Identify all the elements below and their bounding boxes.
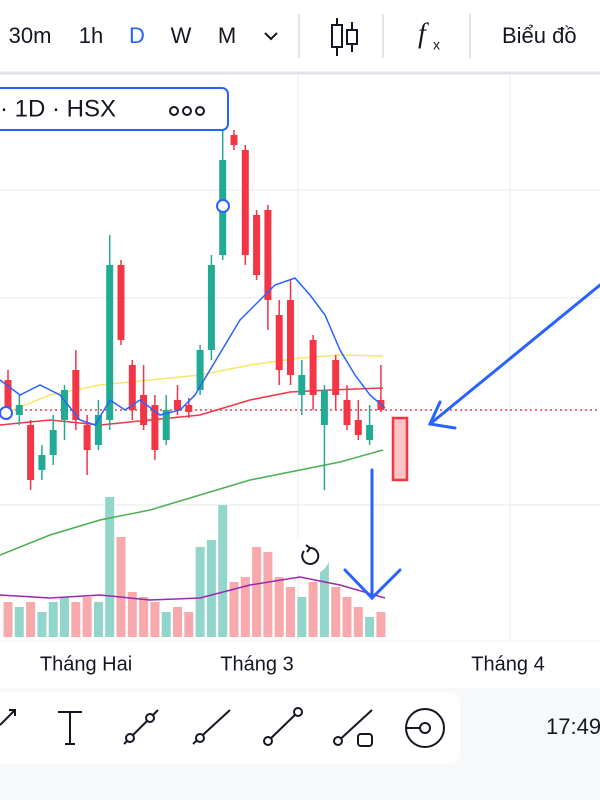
drawing-anchor[interactable] — [216, 199, 230, 213]
interval-d[interactable]: D — [129, 23, 145, 48]
reset-icon — [301, 544, 320, 565]
volume-layer — [3, 497, 386, 637]
volume-bar — [252, 547, 262, 637]
volume-bar — [206, 540, 216, 637]
interval-1h[interactable]: 1h — [79, 23, 103, 48]
candle-layer — [4, 130, 385, 490]
candle-body — [320, 390, 328, 425]
legend-text: · 1D · HSX — [0, 95, 116, 122]
candle-body — [38, 455, 46, 470]
x-label: Tháng 4 — [471, 653, 544, 675]
candle-body — [151, 405, 159, 450]
candle-body — [264, 210, 272, 300]
volume-bar — [105, 497, 115, 637]
candle-body — [253, 215, 261, 275]
volume-bar — [263, 552, 273, 637]
volume-bar — [127, 592, 137, 637]
reset-button[interactable] — [290, 535, 330, 575]
volume-bar — [71, 602, 81, 637]
volume-bar — [342, 597, 352, 637]
candle-body — [61, 390, 68, 420]
volume-bar — [331, 587, 341, 637]
volume-bar — [195, 547, 205, 637]
annotation-arrows — [343, 283, 600, 601]
volume-bar — [229, 582, 239, 637]
candle-body — [94, 415, 102, 445]
interval-w[interactable]: W — [171, 23, 192, 48]
interval-dropdown[interactable] — [264, 32, 278, 41]
candle-body — [343, 400, 351, 425]
ma-red — [0, 387, 384, 426]
volume-bar — [184, 612, 194, 637]
clock: 17:49 — [546, 714, 600, 739]
volume-bar — [60, 597, 69, 637]
volume-bar — [26, 602, 36, 637]
drawing-tools[interactable] — [0, 707, 445, 748]
candle-body — [185, 405, 193, 412]
volume-bar — [286, 587, 295, 637]
volume-bar — [353, 607, 363, 637]
legend-more[interactable] — [169, 106, 205, 116]
candle-body — [162, 410, 170, 440]
candle-body — [196, 350, 204, 390]
ma-green — [0, 449, 384, 556]
volume-ma — [0, 576, 386, 601]
volume-bar — [82, 597, 92, 637]
volume-bar — [116, 537, 126, 637]
volume-bar — [48, 602, 58, 637]
volume-bar — [37, 612, 47, 637]
indicators-button-x: x — [433, 37, 440, 53]
drawn-rectangle — [391, 416, 409, 482]
volume-bar — [3, 602, 13, 637]
candle-body — [309, 340, 317, 395]
candle-body — [241, 150, 249, 255]
chart-type-button[interactable] — [331, 18, 358, 56]
legend-box[interactable] — [0, 87, 229, 131]
candle-body — [174, 400, 181, 410]
volume-bar — [274, 577, 284, 637]
interval-30m[interactable]: 30m — [9, 23, 52, 48]
candle-body — [275, 315, 283, 370]
candle-body — [230, 135, 238, 145]
candle-body — [72, 370, 80, 420]
candle-body — [106, 265, 114, 420]
volume-bar — [139, 597, 149, 637]
candle-body — [83, 425, 91, 450]
volume-bar — [173, 607, 182, 637]
volume-bar — [240, 577, 250, 637]
candle-body — [332, 360, 340, 395]
volume-bar — [319, 560, 329, 637]
candle-body — [15, 405, 23, 415]
x-label: Tháng Hai — [40, 653, 132, 675]
drawing-anchor[interactable] — [0, 406, 13, 420]
candle-body — [140, 395, 148, 425]
candle-body — [49, 430, 57, 455]
ma-blue — [0, 277, 386, 426]
indicators-button[interactable]: f — [418, 18, 429, 49]
candle-body — [298, 375, 306, 395]
volume-bar — [218, 505, 228, 637]
candle-body — [27, 425, 35, 480]
volume-bar — [297, 597, 307, 637]
volume-bar — [308, 582, 318, 637]
candle-body — [354, 420, 362, 435]
candle-body — [4, 380, 12, 415]
interval-m[interactable]: M — [218, 23, 236, 48]
drawing-toolbar — [0, 692, 460, 764]
volume-bar — [365, 617, 375, 637]
volume-bar — [376, 612, 386, 637]
candle-body — [117, 265, 125, 340]
volume-bar — [14, 607, 24, 637]
volume-bar — [150, 602, 160, 637]
chart-button[interactable]: Biểu đồ — [502, 23, 577, 48]
volume-bar — [93, 602, 103, 637]
candle-body — [366, 425, 374, 440]
candle-body — [128, 365, 136, 410]
x-label: Tháng 3 — [220, 653, 293, 675]
volume-bar — [161, 612, 171, 637]
candle-body — [287, 300, 294, 375]
candle-body — [207, 265, 215, 350]
